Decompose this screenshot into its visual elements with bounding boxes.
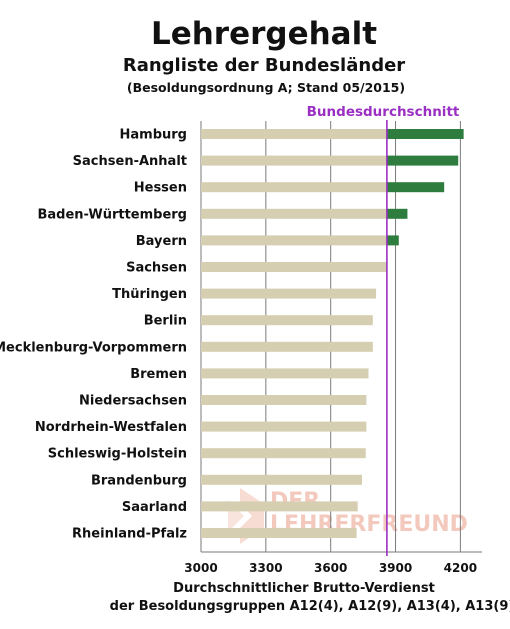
bar-below-avg-14 <box>201 501 358 512</box>
average-marker: Bundesdurchschnitt <box>307 104 460 556</box>
bar-below-avg-6 <box>201 288 377 299</box>
bar-8 <box>201 341 373 352</box>
tick-label-0: 3000 <box>184 561 217 575</box>
bar-10 <box>201 395 367 405</box>
bar-below-avg-10 <box>201 395 367 405</box>
category-labels: Hamburg Sachsen-Anhalt Hessen Baden-Württem… <box>0 128 187 542</box>
category-label-12: Schleswig-Holstein <box>48 447 187 462</box>
bar-0 <box>201 129 464 139</box>
x-axis-ticks: 3000 3300 3600 3900 4200 <box>184 561 477 575</box>
bar-above-avg-3 <box>386 208 408 219</box>
bar-7 <box>201 315 373 326</box>
bar-below-avg-0 <box>201 129 387 139</box>
category-label-4: Bayern <box>136 234 187 249</box>
chart-note: (Besoldungsordnung A; Stand 05/2015) <box>127 80 405 95</box>
bar-13 <box>201 474 363 485</box>
bar-above-avg-4 <box>386 235 399 246</box>
bar-below-avg-4 <box>201 235 387 246</box>
grid <box>200 121 482 553</box>
bar-above-avg-1 <box>386 155 459 166</box>
bar-12 <box>201 448 366 459</box>
bar-below-avg-5 <box>201 262 387 272</box>
category-label-2: Hessen <box>134 181 187 196</box>
bar-11 <box>201 421 367 432</box>
bar-6 <box>201 288 377 299</box>
tick-label-1: 3300 <box>249 561 282 575</box>
bar-below-avg-11 <box>201 421 367 432</box>
chart-subtitle: Rangliste der Bundesländer <box>123 55 405 76</box>
bar-above-avg-0 <box>386 129 464 139</box>
bar-below-avg-7 <box>201 315 373 326</box>
x-axis-label-line2: der Besoldungsgruppen A12(4), A12(9), A1… <box>110 599 510 614</box>
category-label-0: Hamburg <box>120 128 187 143</box>
category-label-15: Rheinland-Pfalz <box>72 527 187 542</box>
bars <box>201 129 464 538</box>
category-label-6: Thüringen <box>112 287 187 302</box>
bar-above-avg-2 <box>386 182 445 193</box>
category-label-8: Mecklenburg-Vorpommern <box>0 340 187 355</box>
bar-4 <box>201 235 399 246</box>
bar-below-avg-13 <box>201 474 363 485</box>
tick-label-3: 3900 <box>379 561 412 575</box>
chart-title: Lehrergehalt <box>151 16 377 52</box>
average-label: Bundesdurchschnitt <box>307 104 460 120</box>
bar-below-avg-9 <box>201 368 369 379</box>
category-label-10: Niedersachsen <box>79 394 187 409</box>
category-label-5: Sachsen <box>126 261 187 276</box>
bar-1 <box>201 155 459 166</box>
bar-below-avg-15 <box>201 528 357 538</box>
category-label-1: Sachsen-Anhalt <box>73 154 187 169</box>
bar-below-avg-12 <box>201 448 366 459</box>
bar-2 <box>201 182 445 193</box>
category-label-11: Nordrhein-Westfalen <box>35 420 187 435</box>
tick-label-4: 4200 <box>444 561 477 575</box>
category-label-13: Brandenburg <box>91 473 187 488</box>
bar-9 <box>201 368 369 379</box>
category-label-14: Saarland <box>122 500 187 515</box>
bar-3 <box>201 208 408 219</box>
category-label-7: Berlin <box>144 314 187 329</box>
bar-below-avg-8 <box>201 341 373 352</box>
bar-below-avg-1 <box>201 155 387 166</box>
bar-below-avg-2 <box>201 182 387 193</box>
bar-below-avg-3 <box>201 208 387 219</box>
category-label-3: Baden-Württemberg <box>37 207 187 222</box>
tick-label-2: 3600 <box>314 561 347 575</box>
x-axis-label-line1: Durchschnittlicher Brutto-Verdienst <box>173 581 435 596</box>
bar-15 <box>201 528 357 538</box>
category-label-9: Bremen <box>130 367 187 382</box>
bar-5 <box>201 262 388 272</box>
bar-14 <box>201 501 358 512</box>
